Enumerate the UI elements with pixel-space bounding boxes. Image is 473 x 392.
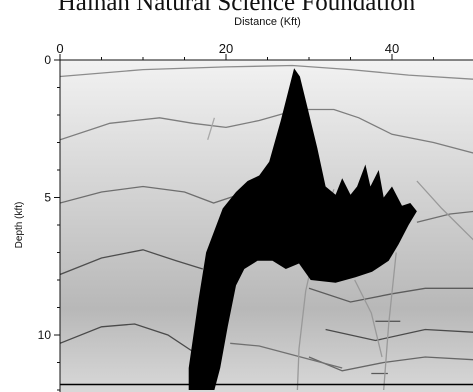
horizon-line-1	[60, 64, 473, 80]
horizon-line-17	[354, 279, 383, 358]
y-tick-label: 10	[38, 328, 52, 342]
horizon-line-9	[308, 356, 473, 372]
horizon-line-4	[60, 185, 239, 204]
x-tick-label: 0	[56, 41, 63, 56]
watermark-banner: Hainan Natural Science Foundation	[57, 0, 416, 16]
y-tick-label: 0	[44, 53, 51, 67]
horizon-line-8	[60, 323, 194, 353]
horizon-line-6	[60, 249, 203, 276]
horizon-line-2	[60, 111, 289, 141]
x-axis-label: Distance (Kft)	[234, 16, 301, 28]
y-tick-label: 5	[44, 191, 51, 205]
horizon-line-3	[304, 108, 473, 154]
y-axis-label: Depth (kft)	[14, 202, 25, 249]
horizon-line-5	[416, 210, 473, 223]
horizon-line-11	[325, 328, 473, 342]
horizon-line-18	[207, 117, 216, 140]
horizon-line-15	[383, 252, 397, 391]
salt-layer	[188, 68, 417, 391]
salt-body	[188, 68, 417, 391]
horizon-line-10	[230, 342, 343, 369]
axes: 0 20 40 0 5 10	[38, 41, 473, 392]
x-tick-label: 40	[385, 41, 399, 56]
horizon-line-16	[416, 180, 473, 241]
x-tick-label: 20	[219, 41, 233, 56]
